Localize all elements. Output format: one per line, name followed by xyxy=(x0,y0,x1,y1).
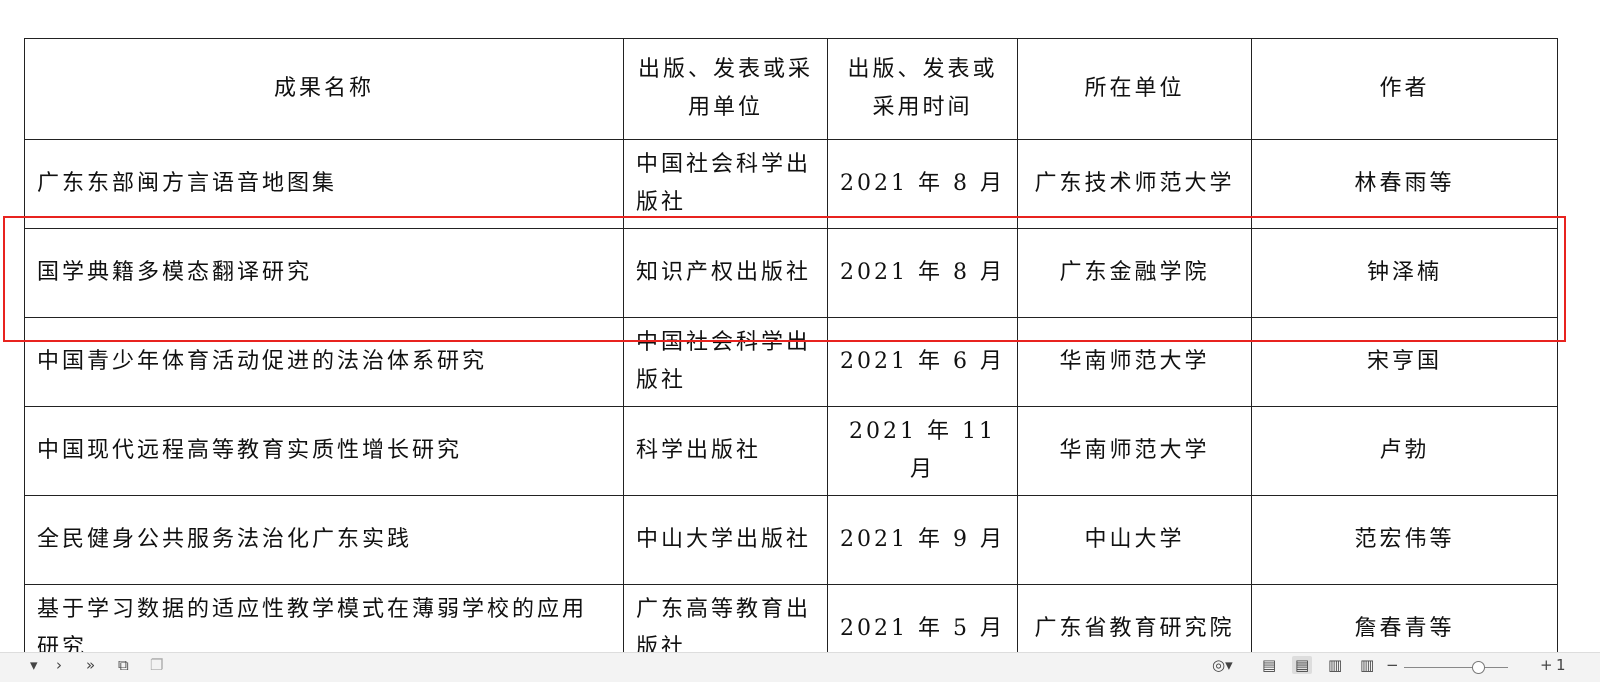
cell-date: 2021 年 8 月 xyxy=(827,228,1018,318)
table-row: 中国青少年体育活动促进的法治体系研究 中国社会科学出版社 2021 年 6 月华南师… xyxy=(24,317,1558,407)
cell-publisher: 中山大学出版社 xyxy=(623,495,828,585)
cell-date: 2021 年 8 月 xyxy=(827,139,1018,229)
cell-name: 中国青少年体育活动促进的法治体系研究 xyxy=(24,317,624,407)
status-bar: ▾ › » ⧉ ❐ ◎▾ ▤ ▤ ▥ ▥ − + 1 xyxy=(0,652,1600,682)
cell-author: 詹春青等 xyxy=(1251,584,1558,652)
dropdown-icon[interactable]: ▾ xyxy=(30,656,38,674)
cell-author: 范宏伟等 xyxy=(1251,495,1558,585)
header-unit: 所在单位 xyxy=(1017,38,1252,140)
two-page-view-icon[interactable]: ▥ xyxy=(1328,656,1343,674)
cell-name: 全民健身公共服务法治化广东实践 xyxy=(24,495,624,585)
table-row: 基于学习数据的适应性教学模式在薄弱学校的应用研究 广东高等教育出版社 2021 年 … xyxy=(24,584,1558,652)
header-author: 作者 xyxy=(1251,38,1558,140)
cell-publisher: 中国社会科学出版社 xyxy=(623,139,828,229)
cell-unit: 广东省教育研究院 xyxy=(1017,584,1252,652)
header-date: 出版、发表或采用时间 xyxy=(827,38,1018,140)
cell-publisher: 广东高等教育出版社 xyxy=(623,584,828,652)
last-page-icon[interactable]: » xyxy=(86,656,96,674)
cell-unit: 华南师范大学 xyxy=(1017,406,1252,496)
cell-name: 中国现代远程高等教育实质性增长研究 xyxy=(24,406,624,496)
eye-protection-icon[interactable]: ◎▾ xyxy=(1212,656,1233,674)
cell-date: 2021 年 9 月 xyxy=(827,495,1018,585)
zoom-slider-handle[interactable] xyxy=(1472,661,1485,674)
table-row: 国学典籍多模态翻译研究 知识产权出版社 2021 年 8 月广东金融学院 钟泽楠 xyxy=(24,228,1558,318)
cell-author: 林春雨等 xyxy=(1251,139,1558,229)
cell-author: 卢勃 xyxy=(1251,406,1558,496)
cell-unit: 广东金融学院 xyxy=(1017,228,1252,318)
table-row: 广东东部闽方言语音地图集 中国社会科学出版社 2021 年 8 月广东技术师范大学林… xyxy=(24,139,1558,229)
cell-author: 钟泽楠 xyxy=(1251,228,1558,318)
table-row: 中国现代远程高等教育实质性增长研究 科学出版社 2021 年 11 月华南师范大学卢… xyxy=(24,406,1558,496)
read-view-icon[interactable]: ▤ xyxy=(1262,656,1277,674)
header-name: 成果名称 xyxy=(24,38,624,140)
cell-publisher: 科学出版社 xyxy=(623,406,828,496)
results-table: 成果名称 出版、发表或采用单位 出版、发表或采用时间 所在单位 作者 广东东部闽… xyxy=(24,38,1558,652)
zoom-slider[interactable] xyxy=(1404,667,1508,668)
table-header-row: 成果名称 出版、发表或采用单位 出版、发表或采用时间 所在单位 作者 xyxy=(24,38,1558,140)
cell-date: 2021 年 6 月 xyxy=(827,317,1018,407)
cell-name: 广东东部闽方言语音地图集 xyxy=(24,139,624,229)
cell-author: 宋亨国 xyxy=(1251,317,1558,407)
cell-name: 基于学习数据的适应性教学模式在薄弱学校的应用研究 xyxy=(24,584,624,652)
zoom-out-button[interactable]: − xyxy=(1386,656,1399,674)
cell-date: 2021 年 11 月 xyxy=(827,406,1018,496)
header-publisher: 出版、发表或采用单位 xyxy=(623,38,828,140)
cell-publisher: 中国社会科学出版社 xyxy=(623,317,828,407)
zoom-in-button[interactable]: + xyxy=(1540,656,1553,674)
zoom-value[interactable]: 1 xyxy=(1556,656,1566,674)
cell-publisher: 知识产权出版社 xyxy=(623,228,828,318)
page-view-icon[interactable]: ▤ xyxy=(1292,656,1313,674)
page-copy-icon[interactable]: ❐ xyxy=(150,656,164,674)
web-view-icon[interactable]: ▥ xyxy=(1360,656,1375,674)
cell-unit: 广东技术师范大学 xyxy=(1017,139,1252,229)
next-page-icon[interactable]: › xyxy=(56,656,62,674)
cell-date: 2021 年 5 月 xyxy=(827,584,1018,652)
document-page: 成果名称 出版、发表或采用单位 出版、发表或采用时间 所在单位 作者 广东东部闽… xyxy=(3,38,1566,652)
page-icon[interactable]: ⧉ xyxy=(118,656,129,674)
cell-unit: 华南师范大学 xyxy=(1017,317,1252,407)
cell-unit: 中山大学 xyxy=(1017,495,1252,585)
cell-name: 国学典籍多模态翻译研究 xyxy=(24,228,624,318)
table-row: 全民健身公共服务法治化广东实践 中山大学出版社 2021 年 9 月中山大学 范宏伟等 xyxy=(24,495,1558,585)
